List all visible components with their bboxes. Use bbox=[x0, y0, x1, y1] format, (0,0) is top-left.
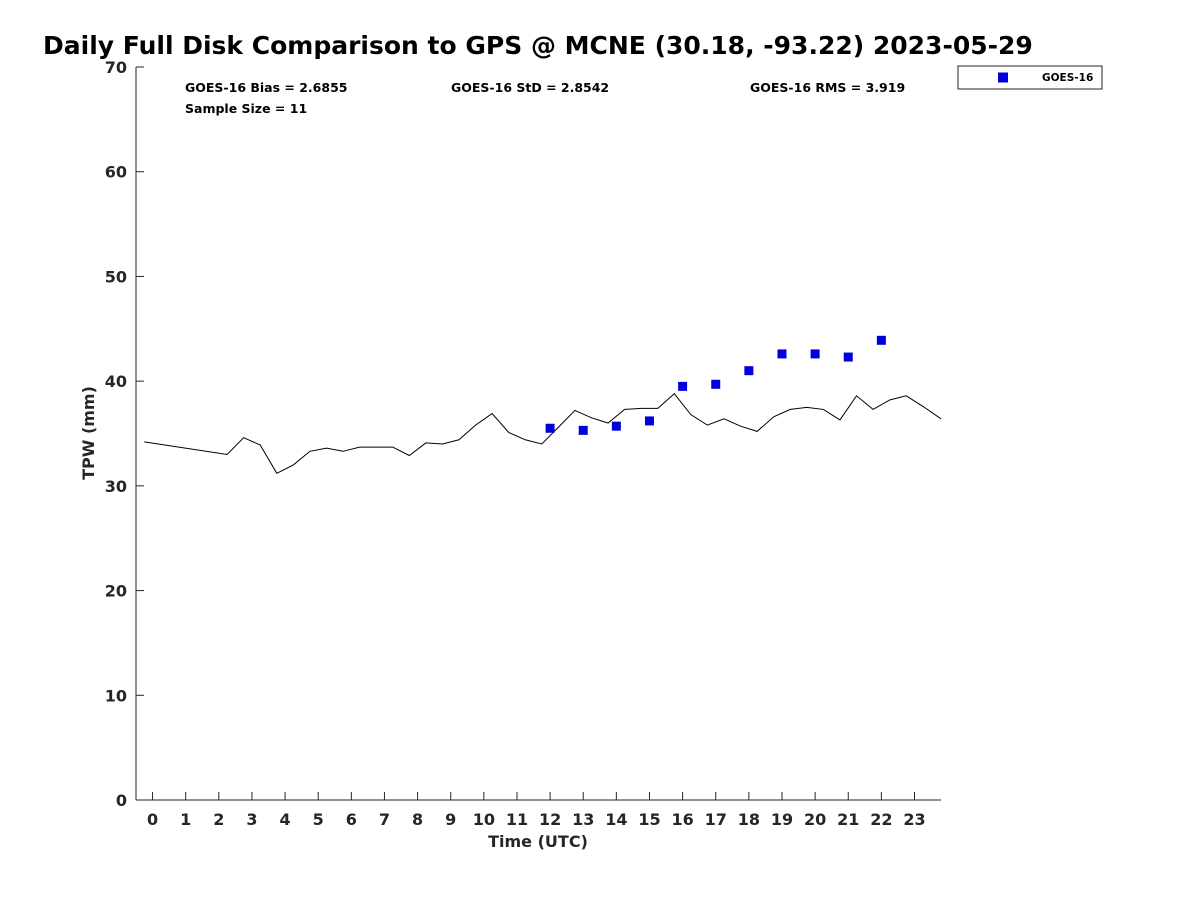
x-tick-label: 18 bbox=[738, 810, 760, 829]
goes-16-point bbox=[611, 421, 621, 431]
y-axis-label: TPW (mm) bbox=[79, 386, 98, 480]
x-tick-label: 20 bbox=[804, 810, 826, 829]
goes-16-point bbox=[744, 366, 754, 376]
y-tick-label: 70 bbox=[105, 58, 127, 77]
gps-tpw-line bbox=[144, 392, 942, 474]
goes-16-point bbox=[711, 379, 721, 389]
x-tick-label: 17 bbox=[705, 810, 727, 829]
goes-16-point bbox=[777, 349, 787, 359]
y-tick-label: 30 bbox=[105, 477, 127, 496]
x-tick-label: 1 bbox=[180, 810, 191, 829]
y-ticks: 0 10 20 30 40 50 60 70 bbox=[105, 58, 144, 810]
plot-area bbox=[144, 335, 942, 474]
bias-annotation: GOES-16 Bias = 2.6855 bbox=[185, 80, 347, 95]
y-tick-label: 50 bbox=[105, 267, 127, 286]
legend-label-goes-16: GOES-16 bbox=[1042, 72, 1093, 84]
x-tick-label: 21 bbox=[837, 810, 859, 829]
x-tick-label: 11 bbox=[506, 810, 528, 829]
statistics-annotations: GOES-16 Bias = 2.6855 GOES-16 StD = 2.85… bbox=[185, 80, 905, 116]
y-tick-label: 40 bbox=[105, 372, 127, 391]
x-tick-label: 16 bbox=[671, 810, 693, 829]
x-tick-label: 4 bbox=[280, 810, 291, 829]
x-tick-label: 10 bbox=[473, 810, 495, 829]
x-tick-label: 14 bbox=[605, 810, 627, 829]
x-tick-label: 19 bbox=[771, 810, 793, 829]
goes-16-point bbox=[578, 425, 588, 435]
x-tick-label: 6 bbox=[346, 810, 357, 829]
x-tick-label: 8 bbox=[412, 810, 423, 829]
goes-16-point bbox=[876, 335, 886, 345]
x-tick-label: 0 bbox=[147, 810, 158, 829]
legend-box bbox=[957, 65, 1103, 90]
x-axis-label: Time (UTC) bbox=[488, 832, 588, 851]
x-tick-label: 23 bbox=[903, 810, 925, 829]
x-tick-label: 22 bbox=[870, 810, 892, 829]
axes bbox=[135, 67, 941, 801]
goes-16-point bbox=[810, 349, 820, 359]
goes-16-point bbox=[678, 381, 688, 391]
chart-title: Daily Full Disk Comparison to GPS @ MCNE… bbox=[43, 31, 1033, 60]
x-tick-label: 2 bbox=[213, 810, 224, 829]
goes-16-point bbox=[644, 416, 654, 426]
x-tick-label: 15 bbox=[638, 810, 660, 829]
x-tick-label: 5 bbox=[313, 810, 324, 829]
legend-marker-goes-16 bbox=[998, 72, 1008, 83]
sample-size-annotation: Sample Size = 11 bbox=[185, 101, 307, 116]
goes-16-point bbox=[545, 423, 555, 433]
x-tick-label: 7 bbox=[379, 810, 390, 829]
y-tick-label: 10 bbox=[105, 686, 127, 705]
x-tick-label: 13 bbox=[572, 810, 594, 829]
goes-16-point bbox=[843, 352, 853, 362]
x-tick-label: 3 bbox=[246, 810, 257, 829]
y-tick-label: 0 bbox=[116, 791, 127, 810]
rms-annotation: GOES-16 RMS = 3.919 bbox=[750, 80, 905, 95]
y-tick-label: 60 bbox=[105, 163, 127, 182]
x-tick-label: 12 bbox=[539, 810, 561, 829]
legend: GOES-16 bbox=[957, 65, 1103, 90]
x-tick-label: 9 bbox=[445, 810, 456, 829]
std-annotation: GOES-16 StD = 2.8542 bbox=[451, 80, 609, 95]
x-ticks: 0 1 2 3 4 5 6 7 8 9 10 11 12 13 14 15 16 17 18 19 20 21 22 23 bbox=[147, 792, 926, 829]
y-tick-label: 20 bbox=[105, 582, 127, 601]
